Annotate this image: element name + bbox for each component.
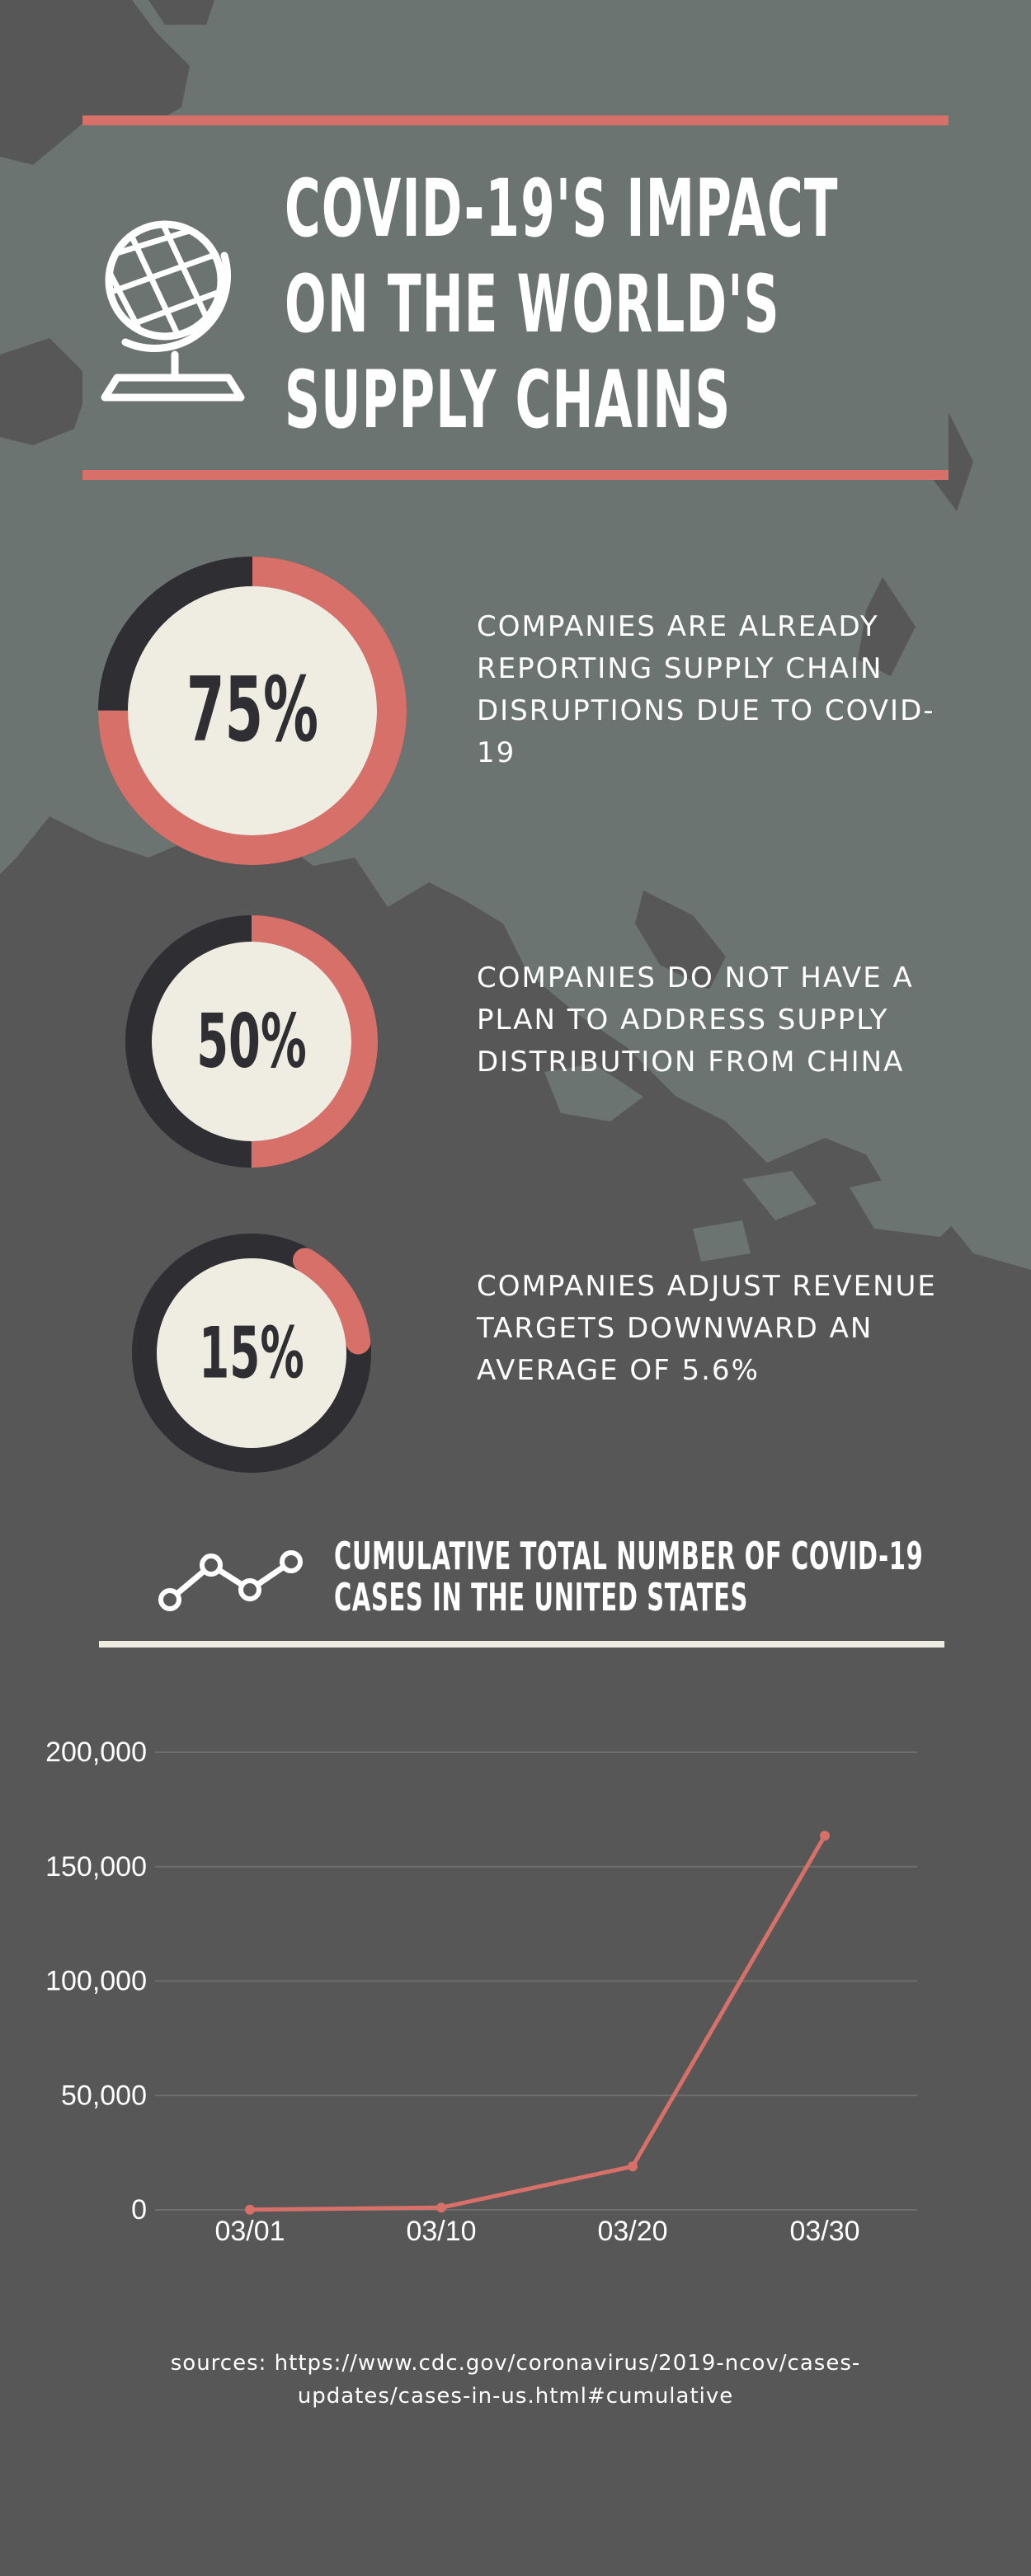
title-line-3: SUPPLY CHAINS: [285, 354, 732, 446]
stat-text-2: COMPANIES DO NOT HAVE A PLAN TO ADDRESS …: [477, 961, 914, 1079]
y-tick-label: 0: [131, 2194, 147, 2226]
y-tick-label: 200,000: [45, 1737, 147, 1768]
stat-percent-50: 50%: [196, 999, 307, 1085]
stat-ring-15: 15%: [132, 1234, 371, 1473]
data-point: [245, 2204, 255, 2215]
stat-ring-75: 75%: [98, 557, 407, 865]
series-line: [249, 1835, 827, 2212]
sources-line-1: sources: https://www.cdc.gov/coronavirus…: [170, 2351, 861, 2376]
title-line-1: COVID-19'S IMPACT: [285, 162, 839, 255]
header-top-rule: [82, 115, 949, 125]
sources-line-2: updates/cases-in-us.html#cumulative: [297, 2384, 734, 2409]
data-point: [436, 2202, 446, 2213]
line-chart-icon: [158, 1550, 303, 1611]
stat-percent-75: 75%: [186, 659, 318, 762]
data-point: [628, 2161, 638, 2172]
stat-text-3: COMPANIES ADJUST REVENUE TARGETS DOWNWAR…: [477, 1270, 937, 1387]
chart-divider: [99, 1641, 944, 1648]
chart-title-line-1: CUMULATIVE TOTAL NUMBER OF COVID-19: [334, 1534, 924, 1578]
x-tick-label: 03/10: [406, 2216, 476, 2247]
x-axis-ticks: 03/01 03/10 03/20 03/30: [214, 2216, 859, 2247]
stat-text-1: COMPANIES ARE ALREADY REPORTING SUPPLY C…: [477, 610, 935, 769]
chart-title-line-2: CASES IN THE UNITED STATES: [334, 1575, 749, 1619]
x-tick-label: 03/30: [789, 2216, 859, 2247]
y-tick-label: 100,000: [45, 1966, 147, 1997]
data-point: [820, 1831, 830, 1841]
chart-title: CUMULATIVE TOTAL NUMBER OF COVID-19 CASE…: [334, 1534, 924, 1619]
stat-percent-15: 15%: [199, 1312, 304, 1394]
stat-ring-50: 50%: [125, 915, 378, 1168]
chart-series: [245, 1831, 830, 2215]
y-axis-ticks: 0 50,000 100,000 150,000 200,000: [45, 1737, 147, 2226]
header-bottom-rule: [82, 470, 949, 480]
globe-icon: [101, 220, 245, 402]
y-tick-label: 50,000: [61, 2080, 147, 2111]
title-line-2: ON THE WORLD'S: [285, 258, 780, 350]
chart-grid: [155, 1751, 917, 2211]
sources-note: sources: https://www.cdc.gov/coronavirus…: [148, 2347, 883, 2413]
x-tick-label: 03/01: [214, 2216, 285, 2247]
page-title: COVID-19'S IMPACT ON THE WORLD'S SUPPLY …: [285, 161, 839, 448]
y-tick-label: 150,000: [45, 1851, 147, 1883]
x-tick-label: 03/20: [597, 2216, 667, 2247]
